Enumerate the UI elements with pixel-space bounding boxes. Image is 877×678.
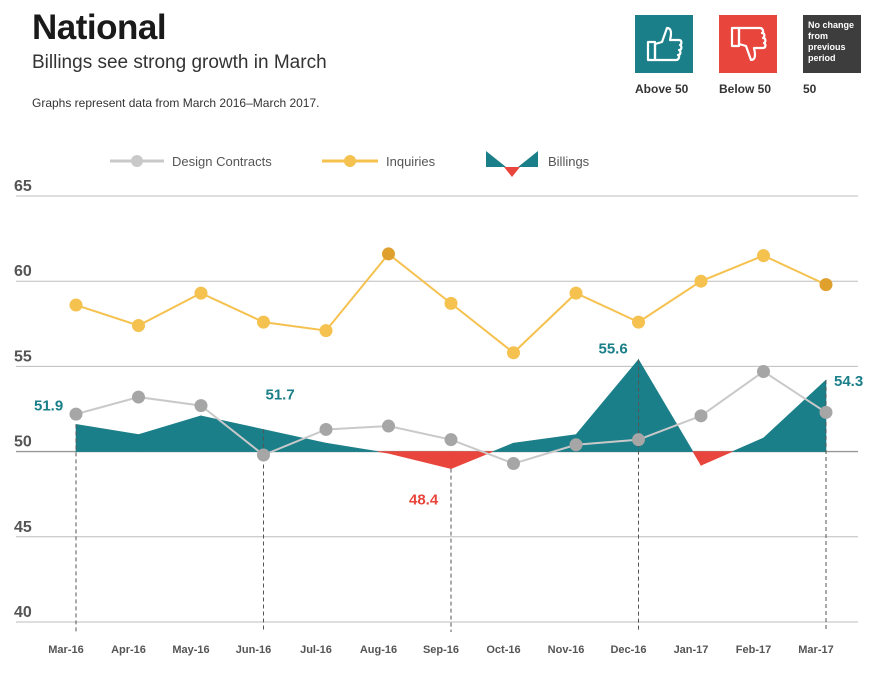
billings-above-area-7 [575, 358, 639, 452]
design-contracts-point-Apr-16 [132, 390, 145, 404]
design-contracts-point-Nov-16 [569, 438, 583, 452]
page-subtitle: Billings see strong growth in March [32, 52, 327, 73]
inquiries-point-Sep-16 [444, 296, 458, 310]
inquiries-point-Aug-16 [382, 247, 395, 261]
x-tick-May-16: May-16 [172, 644, 209, 656]
design-contracts-point-Mar-16 [69, 407, 83, 421]
billings-above-area-9 [732, 437, 764, 452]
billings-label-Dec-16: 55.6 [599, 341, 628, 358]
y-tick-60: 60 [14, 263, 32, 280]
thumbs-up-icon [646, 26, 683, 62]
inquiries-point-Oct-16 [507, 346, 520, 360]
x-tick-Jan-17: Jan-17 [674, 644, 709, 656]
x-tick-Jul-16: Jul-16 [300, 644, 332, 656]
billings-above-area-4 [325, 442, 379, 452]
x-tick-Mar-17: Mar-17 [798, 644, 833, 656]
design-contracts-point-Jul-16 [319, 422, 333, 436]
billings-above-area-5 [492, 442, 514, 452]
no-change-key: No change from previous period [803, 15, 861, 73]
x-tick-Jun-16: Jun-16 [236, 644, 271, 656]
inquiries-point-May-16 [194, 286, 208, 300]
billings-label-Sep-16: 48.4 [409, 492, 439, 509]
x-tick-Aug-16: Aug-16 [360, 644, 397, 656]
billings-above-area-8 [638, 358, 694, 452]
billings-label-Mar-17: 54.3 [834, 373, 863, 390]
data-range-note: Graphs represent data from March 2016–Ma… [32, 96, 320, 110]
above-50-label: Above 50 [635, 82, 689, 96]
legend-design-label: Design Contracts [172, 154, 272, 169]
inquiries-point-Jul-16 [319, 324, 333, 338]
legend-billings-label: Billings [548, 154, 590, 169]
y-tick-40: 40 [14, 604, 32, 621]
y-tick-45: 45 [14, 519, 32, 536]
billings-above-area-1 [138, 415, 202, 452]
inquiries-point-Mar-17 [819, 278, 833, 292]
x-tick-Dec-16: Dec-16 [610, 644, 646, 656]
billings-above-area-0 [75, 423, 139, 452]
x-tick-Apr-16: Apr-16 [111, 644, 146, 656]
inquiries-point-Dec-16 [632, 315, 645, 329]
billings-label-Mar-16: 51.9 [34, 397, 63, 414]
design-contracts-point-Sep-16 [444, 433, 458, 447]
inquiries-point-Nov-16 [569, 286, 583, 300]
above-50-key [635, 15, 693, 73]
inquiries-point-Mar-16 [69, 298, 83, 312]
legend-billings-right-swatch [518, 151, 538, 167]
billings-above-area-6 [513, 434, 577, 452]
design-contracts-point-May-16 [194, 399, 208, 413]
legend-design-marker [131, 155, 143, 167]
y-tick-50: 50 [14, 434, 32, 451]
design-contracts-point-Aug-16 [382, 419, 395, 433]
design-contracts-point-Feb-17 [757, 365, 770, 379]
no-change-text: No change from previous period [808, 20, 855, 63]
legend-billings-below-swatch [504, 167, 520, 177]
inquiries-point-Apr-16 [132, 319, 145, 333]
billings-below-area-0 [378, 451, 389, 454]
billings-below-area-1 [388, 451, 452, 470]
x-tick-Mar-16: Mar-16 [48, 644, 83, 656]
billings-below-area-4 [700, 451, 733, 466]
x-tick-Sep-16: Sep-16 [423, 644, 459, 656]
y-tick-55: 55 [14, 348, 32, 365]
inquiries-point-Jun-16 [257, 315, 270, 329]
design-contracts-point-Dec-16 [632, 433, 645, 447]
thumbs-down-icon [730, 26, 767, 62]
below-50-label: Below 50 [719, 82, 772, 96]
billings-below-area-2 [450, 451, 493, 470]
legend-billings-left-swatch [486, 151, 506, 167]
no-change-label: 50 [803, 82, 817, 96]
inquiries-point-Feb-17 [757, 249, 770, 263]
below-50-key [719, 15, 777, 73]
billings-below-area-3 [692, 451, 702, 467]
x-tick-Feb-17: Feb-17 [736, 644, 771, 656]
design-contracts-point-Mar-17 [819, 405, 833, 419]
billings-label-Jun-16: 51.7 [266, 386, 295, 403]
x-tick-Oct-16: Oct-16 [486, 644, 520, 656]
page-title: National [32, 8, 167, 47]
billings-above-area-2 [200, 415, 264, 452]
inquiries-point-Jan-17 [694, 274, 708, 288]
design-contracts-point-Oct-16 [507, 457, 520, 471]
legend-inquiries-label: Inquiries [386, 154, 436, 169]
legend-inquiries-marker [344, 155, 356, 167]
design-contracts-point-Jan-17 [694, 409, 708, 423]
y-tick-65: 65 [14, 178, 32, 195]
design-contracts-point-Jun-16 [257, 448, 270, 462]
legend: Design Contracts Inquiries Billings [110, 151, 590, 177]
x-tick-Nov-16: Nov-16 [548, 644, 585, 656]
